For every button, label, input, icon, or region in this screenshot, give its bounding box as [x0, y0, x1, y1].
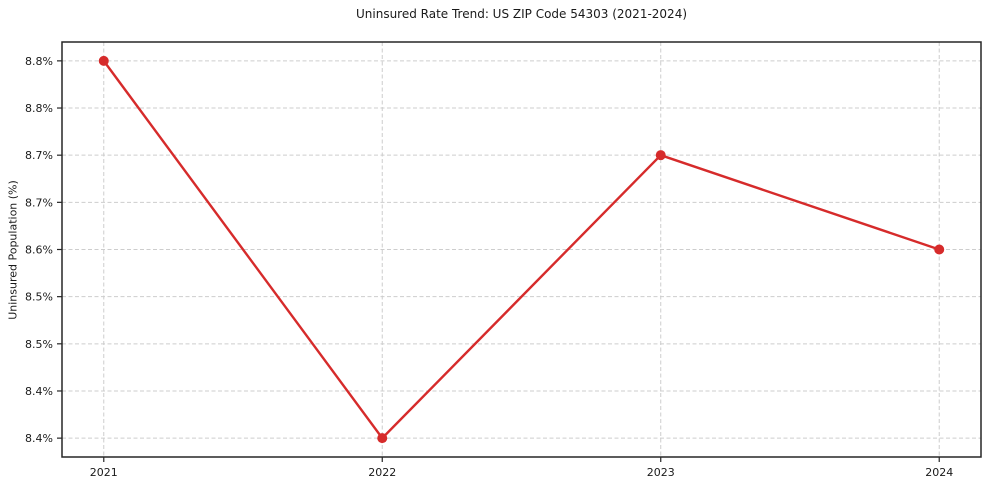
y-tick-label: 8.5%: [25, 291, 53, 304]
trend-line: [102, 59, 941, 440]
y-tick-label: 8.5%: [25, 338, 53, 351]
y-tick-label: 8.4%: [25, 432, 53, 445]
y-tick-label: 8.4%: [25, 385, 53, 398]
data-point-2024: [934, 244, 945, 255]
y-tick-label: 8.8%: [25, 102, 53, 115]
chart-title: Uninsured Rate Trend: US ZIP Code 54303 …: [355, 7, 688, 21]
x-tick-label: 2023: [647, 466, 675, 479]
y-tick-label: 8.8%: [25, 55, 53, 68]
x-tick-label: 2021: [90, 466, 118, 479]
y-tick-label: 8.6%: [25, 244, 53, 257]
plot-frame: [61, 41, 982, 458]
data-point-2022: [377, 433, 388, 444]
data-point-2021: [98, 55, 109, 66]
x-tick-label: 2022: [368, 466, 396, 479]
y-tick-label: 8.7%: [25, 196, 53, 209]
x-tick-label: 2024: [925, 466, 953, 479]
y-tick-label: 8.7%: [25, 149, 53, 162]
data-point-2023: [655, 150, 666, 161]
